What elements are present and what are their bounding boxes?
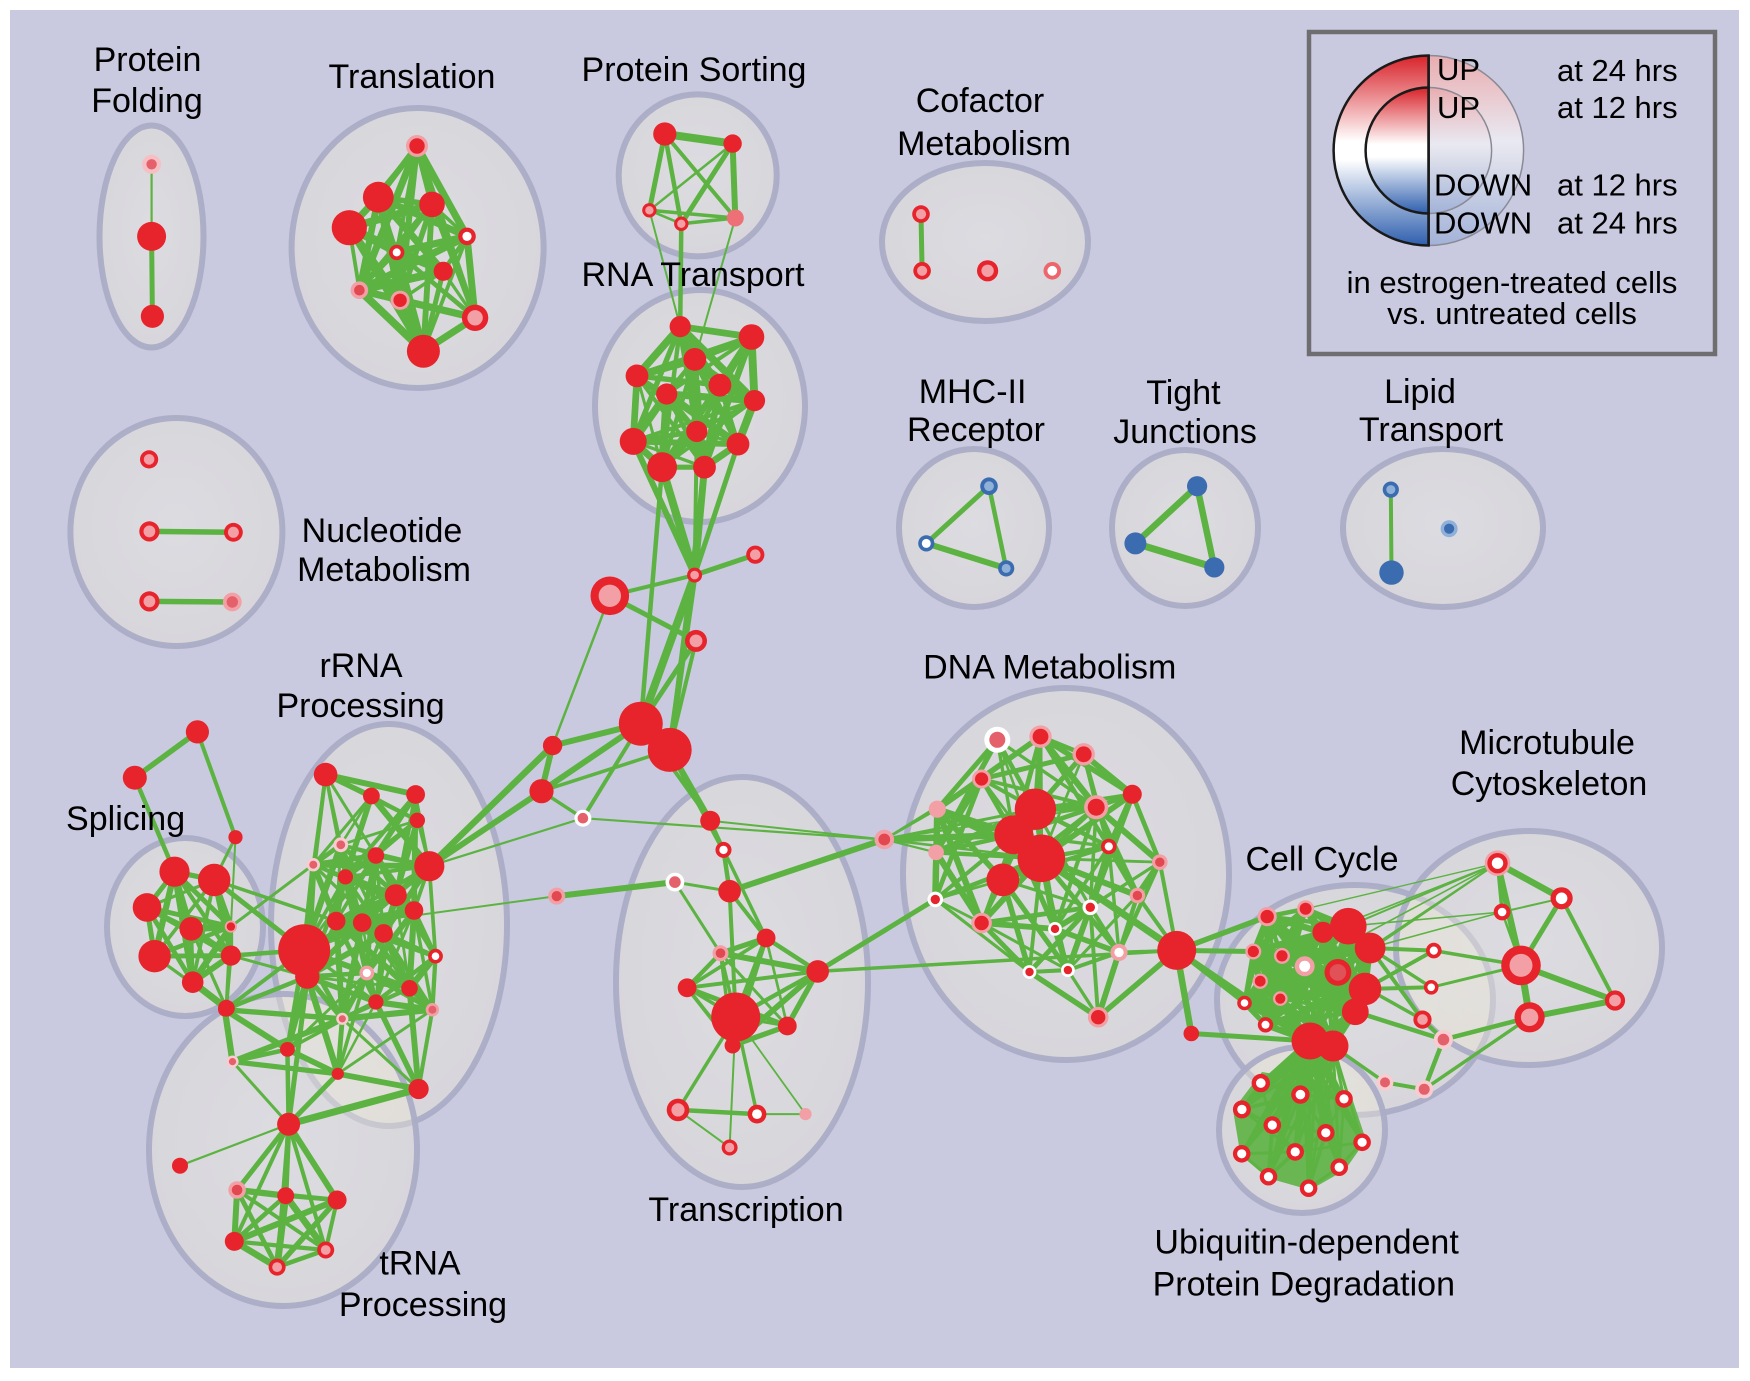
svg-text:Protein Sorting: Protein Sorting — [582, 51, 807, 89]
svg-text:UP: UP — [1437, 52, 1480, 87]
svg-text:Translation: Translation — [329, 58, 496, 96]
svg-text:in estrogen-treated cells: in estrogen-treated cells — [1347, 265, 1678, 300]
svg-text:Protein Degradation: Protein Degradation — [1153, 1266, 1455, 1304]
svg-text:Metabolism: Metabolism — [297, 551, 471, 589]
svg-text:Tight: Tight — [1146, 374, 1221, 412]
svg-text:Processing: Processing — [276, 687, 444, 725]
svg-text:at 12 hrs: at 12 hrs — [1557, 90, 1678, 125]
svg-text:Cofactor: Cofactor — [916, 82, 1045, 120]
svg-text:DOWN: DOWN — [1434, 206, 1532, 241]
svg-text:at 12 hrs: at 12 hrs — [1557, 168, 1678, 203]
svg-text:MHC-II: MHC-II — [919, 373, 1027, 411]
svg-text:Lipid: Lipid — [1384, 373, 1456, 411]
svg-text:Receptor: Receptor — [907, 411, 1045, 449]
svg-text:at 24 hrs: at 24 hrs — [1557, 206, 1678, 241]
svg-text:Splicing: Splicing — [66, 800, 185, 838]
svg-text:vs. untreated cells: vs. untreated cells — [1387, 296, 1637, 331]
svg-text:Folding: Folding — [91, 82, 203, 120]
svg-text:Protein: Protein — [94, 41, 202, 79]
svg-text:tRNA: tRNA — [379, 1244, 461, 1282]
svg-text:DOWN: DOWN — [1434, 168, 1532, 203]
svg-text:Transcription: Transcription — [648, 1191, 843, 1229]
svg-text:DNA Metabolism: DNA Metabolism — [923, 648, 1176, 686]
svg-text:Metabolism: Metabolism — [897, 125, 1071, 163]
svg-text:Microtubule: Microtubule — [1459, 724, 1635, 762]
svg-text:Ubiquitin-dependent: Ubiquitin-dependent — [1154, 1224, 1459, 1262]
svg-text:UP: UP — [1437, 90, 1480, 125]
svg-text:Nucleotide: Nucleotide — [302, 512, 463, 550]
svg-text:Cell Cycle: Cell Cycle — [1245, 840, 1398, 878]
svg-text:Junctions: Junctions — [1113, 413, 1257, 451]
svg-text:Cytoskeleton: Cytoskeleton — [1451, 765, 1648, 803]
svg-text:at 24 hrs: at 24 hrs — [1557, 53, 1678, 88]
svg-text:rRNA: rRNA — [319, 647, 402, 685]
svg-text:Transport: Transport — [1359, 411, 1504, 449]
svg-text:Processing: Processing — [339, 1286, 507, 1324]
svg-text:RNA Transport: RNA Transport — [582, 256, 806, 294]
